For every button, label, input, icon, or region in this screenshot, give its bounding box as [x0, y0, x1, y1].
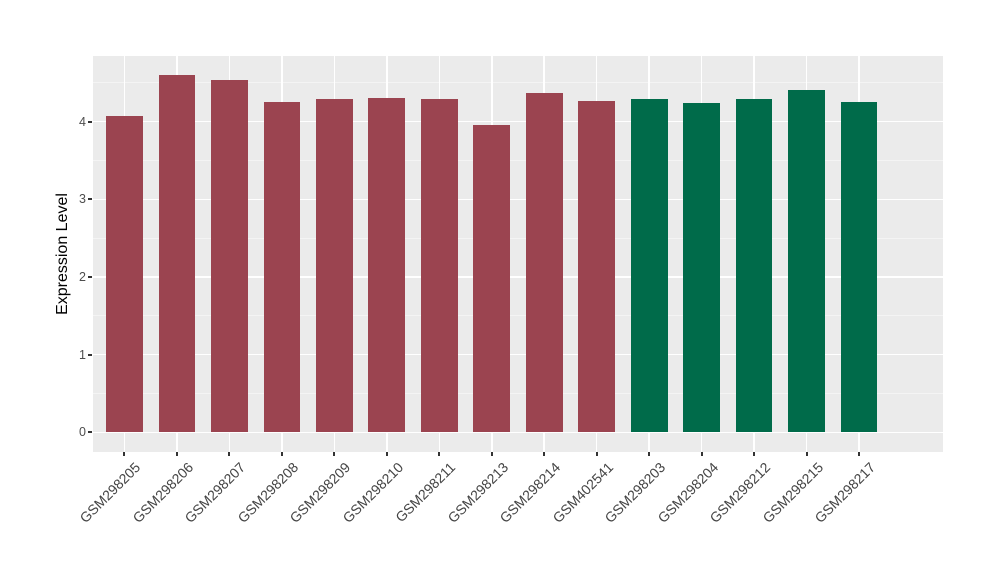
x-tick-label-GSM298210: GSM298210 — [339, 459, 407, 526]
x-tick-label-GSM298205: GSM298205 — [76, 459, 144, 526]
major-gridline-y-1 — [93, 353, 943, 356]
x-tick-GSM298206 — [175, 452, 178, 456]
y-tick-3 — [88, 198, 92, 201]
bar-GSM298214 — [525, 92, 563, 433]
y-tick-2 — [88, 276, 92, 278]
x-tick-label-GSM298213: GSM298213 — [444, 459, 512, 526]
x-tick-label-GSM298217: GSM298217 — [811, 459, 879, 526]
y-tick-0 — [88, 431, 92, 434]
bar-GSM298215 — [788, 89, 825, 433]
x-tick-GSM402541 — [595, 452, 598, 456]
x-tick-GSM298205 — [123, 452, 126, 456]
x-tick-label-GSM298208: GSM298208 — [234, 459, 302, 526]
x-tick-label-GSM402541: GSM402541 — [549, 459, 617, 526]
x-tick-GSM298217 — [858, 452, 861, 456]
x-tick-label-GSM298209: GSM298209 — [286, 459, 354, 526]
y-tick-label-3: 3 — [79, 192, 86, 207]
x-tick-label-GSM298207: GSM298207 — [181, 459, 249, 526]
x-tick-GSM298211 — [438, 452, 441, 456]
y-tick-label-0: 0 — [79, 425, 86, 440]
x-tick-label-GSM298212: GSM298212 — [706, 459, 774, 526]
x-tick-label-GSM298215: GSM298215 — [758, 459, 826, 526]
major-gridline-y-2 — [93, 276, 943, 278]
x-tick-GSM298208 — [280, 452, 283, 456]
bar-GSM298207 — [211, 79, 248, 433]
x-tick-GSM298207 — [228, 452, 231, 456]
y-tick-4 — [88, 120, 92, 123]
x-tick-GSM298204 — [700, 452, 703, 456]
major-gridline-y-0 — [93, 431, 943, 434]
x-tick-label-GSM298206: GSM298206 — [129, 459, 197, 526]
y-axis-title: Expression Level — [54, 193, 71, 315]
major-gridline-y-4 — [93, 120, 943, 123]
bar-GSM402541 — [578, 100, 616, 433]
y-tick-label-2: 2 — [79, 270, 86, 284]
x-tick-GSM298215 — [805, 452, 808, 456]
minor-gridline-y-3.5 — [93, 160, 943, 162]
plot-panel — [93, 56, 943, 452]
y-tick-label-4: 4 — [79, 114, 86, 129]
bar-GSM298206 — [158, 75, 196, 433]
x-tick-GSM298214 — [543, 452, 546, 456]
minor-gridline-y-0.5 — [93, 392, 943, 394]
bar-GSM298205 — [106, 116, 143, 433]
minor-gridline-y-4.5 — [93, 82, 943, 84]
bar-GSM298217 — [840, 101, 878, 433]
bar-GSM298204 — [683, 103, 720, 433]
x-tick-GSM298212 — [753, 452, 756, 456]
x-tick-label-GSM298211: GSM298211 — [392, 459, 459, 526]
minor-gridline-y-2.5 — [93, 237, 943, 239]
x-tick-GSM298203 — [648, 452, 651, 456]
x-tick-GSM298213 — [490, 452, 493, 456]
y-tick-1 — [88, 353, 92, 356]
bar-GSM298212 — [735, 99, 773, 433]
x-tick-label-GSM298203: GSM298203 — [601, 459, 669, 526]
x-tick-label-GSM298204: GSM298204 — [654, 459, 721, 526]
x-tick-GSM298210 — [385, 452, 388, 456]
x-tick-GSM298209 — [333, 452, 336, 456]
bar-GSM298209 — [315, 99, 353, 433]
bar-GSM298203 — [630, 99, 668, 433]
major-gridline-y-3 — [93, 198, 943, 201]
bar-GSM298213 — [473, 124, 511, 433]
bar-GSM298210 — [368, 97, 406, 433]
bar-GSM298211 — [420, 99, 458, 433]
minor-gridline-y-1.5 — [93, 315, 943, 317]
y-tick-label-1: 1 — [79, 347, 86, 362]
x-tick-label-GSM298214: GSM298214 — [496, 459, 564, 526]
bar-GSM298208 — [263, 101, 301, 433]
